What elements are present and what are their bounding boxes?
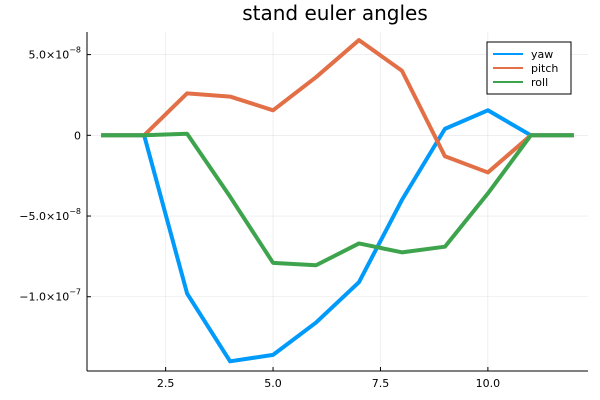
y-tick-exponent: −8 (69, 46, 81, 55)
plot-axes: 2.5 5.0 7.5 10.05.0×10−80−5.0×10−8−1.0×10−7 (19, 32, 588, 390)
y-tick-label: 5.0×10−8 (28, 46, 81, 62)
y-tick-exponent: −7 (69, 288, 81, 297)
x-tick-label: 7.5 (372, 377, 390, 390)
y-tick-label: −1.0×10−7 (19, 288, 81, 304)
y-tick-label: 0 (74, 129, 81, 142)
y-tick-mantissa: 5.0×10 (28, 49, 69, 62)
series-roll (101, 131, 574, 268)
y-tick-mantissa: −5.0×10 (19, 210, 69, 223)
x-tick-label: 10.0 (476, 377, 501, 390)
series-line-roll (101, 131, 574, 268)
legend-label-yaw: yaw (531, 48, 553, 61)
series-line-yaw (101, 108, 574, 364)
y-tick-exponent: −8 (69, 207, 81, 216)
series-lines (101, 38, 574, 364)
legend-label-pitch: pitch (531, 62, 558, 75)
y-tick-label: −5.0×10−8 (19, 207, 81, 223)
x-tick-label: 5.0 (264, 377, 282, 390)
series-line-pitch (101, 38, 574, 175)
y-tick-mantissa: 0 (74, 129, 81, 142)
chart-title: stand euler angles (242, 1, 428, 25)
y-tick-mantissa: −1.0×10 (19, 291, 69, 304)
x-tick-label: 2.5 (157, 377, 175, 390)
legend-label-roll: roll (531, 76, 548, 89)
